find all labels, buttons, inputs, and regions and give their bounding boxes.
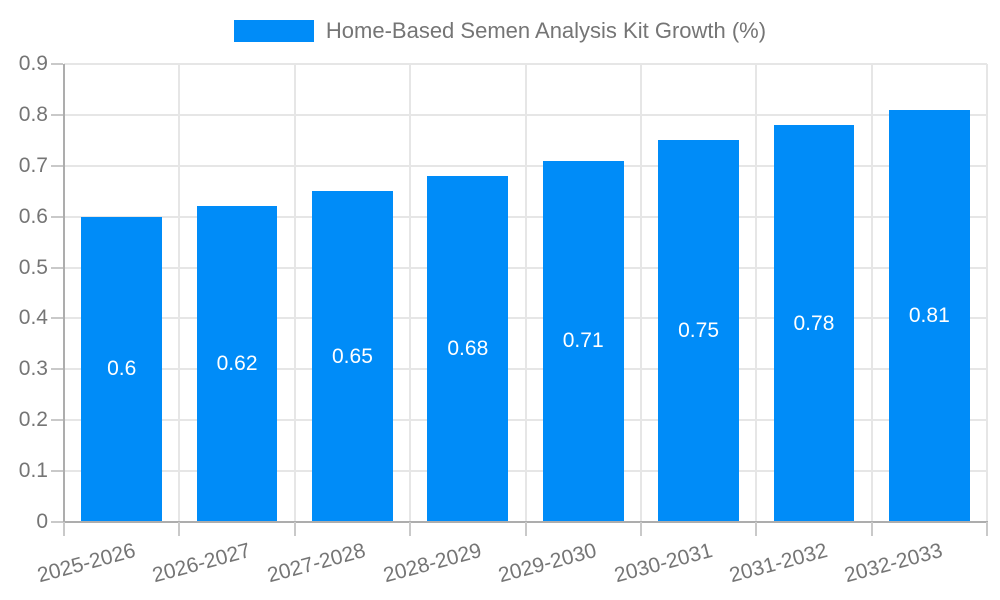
y-tick [51,419,63,422]
y-tick [51,317,63,320]
x-tick [524,522,527,536]
y-tick [51,63,63,65]
bar-2026-2027[interactable] [196,206,278,522]
y-tick [51,368,63,371]
bar-2030-2031[interactable] [658,140,739,522]
bar-2029-2030[interactable] [542,160,624,522]
x-tick [986,522,988,536]
y-tick [51,266,63,269]
bar-2028-2029[interactable] [427,175,509,522]
v-gridline [524,64,527,522]
v-gridline [986,64,988,522]
y-tick-label: 0.4 [18,306,48,330]
x-tick [63,522,65,536]
y-tick [51,215,63,218]
legend-item[interactable]: Home-Based Semen Analysis Kit Growth (%) [0,18,1000,44]
legend-swatch [233,20,314,42]
y-tick-label: 0.3 [18,357,48,381]
y-tick-label: 0.6 [18,204,48,228]
bar-2027-2028[interactable] [312,191,393,522]
x-tick [870,522,873,536]
bar-2025-2026[interactable] [81,216,163,522]
x-tick [409,522,412,536]
y-tick-label: 0.9 [18,52,48,75]
x-tick [755,522,758,536]
y-tick [51,113,63,116]
y-axis-line [63,64,65,536]
bar-2032-2033[interactable] [888,109,970,522]
v-gridline [293,64,296,522]
v-gridline [639,64,642,522]
y-tick-label: 0.8 [18,102,48,126]
v-gridline [178,64,181,522]
v-gridline [755,64,758,522]
y-tick-label: 0.1 [18,459,48,483]
bar-2031-2032[interactable] [773,125,855,522]
y-tick [51,521,63,523]
x-tick [293,522,296,536]
y-tick-label: 0.2 [18,408,48,432]
y-tick-label: 0.5 [18,255,48,279]
y-tick-label: 0 [36,510,48,533]
legend-label: Home-Based Semen Analysis Kit Growth (%) [325,18,767,43]
v-gridline [870,64,873,522]
x-tick [178,522,181,536]
y-tick [51,470,63,473]
y-tick-label: 0.7 [18,153,48,177]
v-gridline [409,64,412,522]
y-tick [51,164,63,167]
x-tick [639,522,642,536]
